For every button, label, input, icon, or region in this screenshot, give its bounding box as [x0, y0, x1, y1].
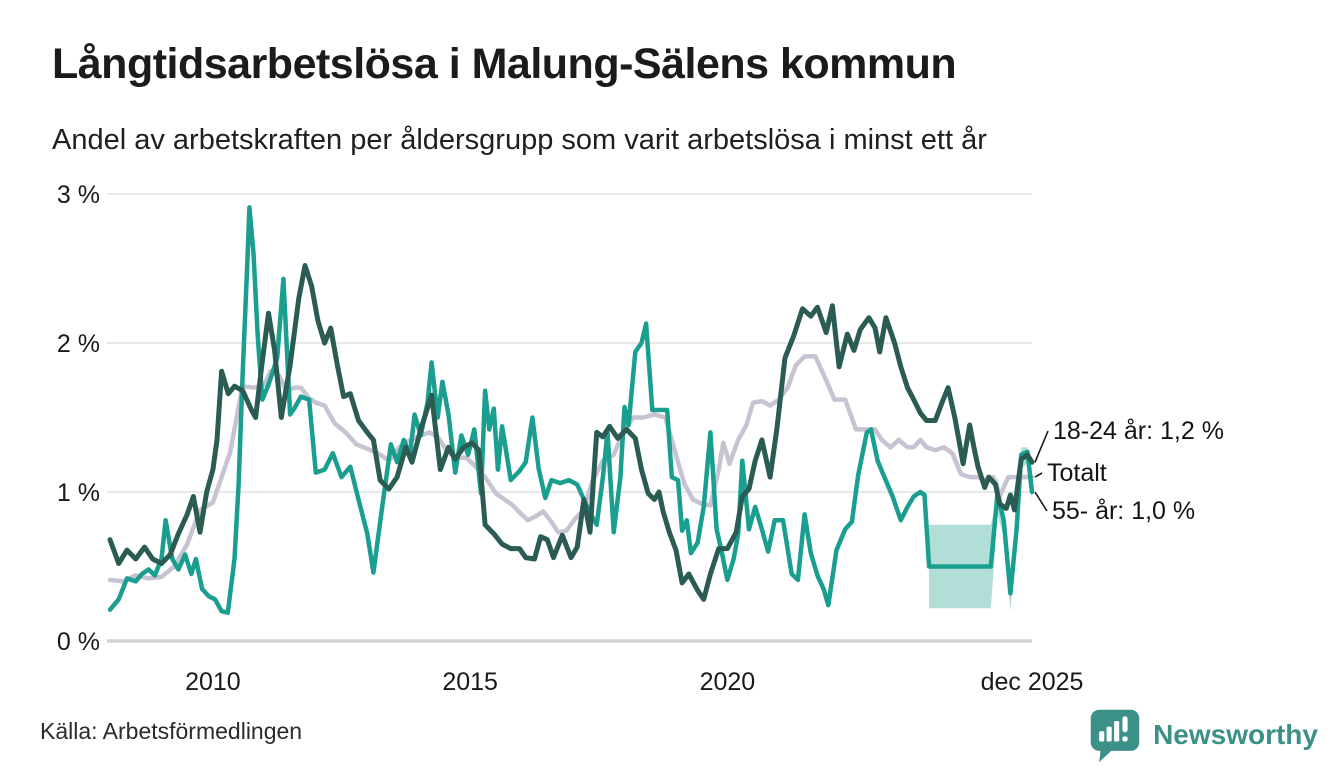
x-tick-label: dec 2025 — [981, 668, 1084, 696]
annotation-connector — [1034, 472, 1043, 478]
annotation-connector — [1034, 430, 1049, 463]
series-line-55--år — [107, 205, 1035, 615]
x-tick-label: 2010 — [185, 668, 241, 696]
y-tick-label: 3 % — [57, 181, 100, 209]
brand-name: Newsworthy — [1153, 719, 1318, 750]
y-tick-label: 1 % — [57, 479, 100, 507]
page-title: Långtidsarbetslösa i Malung-Sälens kommu… — [52, 40, 957, 88]
x-tick-label: 2020 — [700, 668, 756, 696]
source-note: Källa: Arbetsförmedlingen — [40, 718, 303, 744]
y-tick-label: 0 % — [57, 628, 100, 656]
series-line-18-24-år — [107, 263, 1035, 602]
end-label-55: 55- år: 1,0 % — [1052, 497, 1196, 525]
annotation-connector — [1034, 491, 1048, 512]
uncertainty-band — [929, 447, 1032, 612]
y-tick-label: 2 % — [57, 330, 100, 358]
x-tick-label: 2015 — [442, 668, 498, 696]
brand-lockup: Newsworthy — [1087, 706, 1318, 764]
end-label-totalt: Totalt — [1047, 459, 1107, 487]
chart-subtitle: Andel av arbetskraften per åldersgrupp s… — [52, 124, 987, 156]
newsworthy-logo-icon — [1090, 709, 1140, 763]
series-line-totalt — [107, 354, 1035, 584]
end-label-18-24: 18-24 år: 1,2 % — [1053, 417, 1224, 445]
